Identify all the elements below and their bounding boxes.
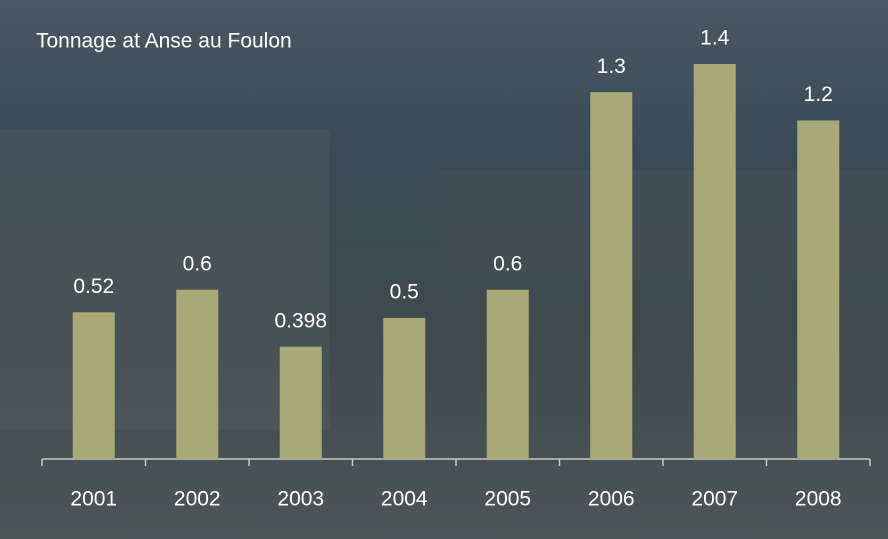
bar xyxy=(590,92,633,459)
data-label: 1.2 xyxy=(804,83,833,106)
data-label: 0.6 xyxy=(183,252,212,275)
x-tick-label: 2007 xyxy=(691,488,738,511)
bar xyxy=(486,289,529,459)
bar xyxy=(176,289,219,459)
data-label: 0.52 xyxy=(73,275,114,298)
data-label: 0.398 xyxy=(274,309,327,332)
data-label: 0.6 xyxy=(493,252,522,275)
background-shape xyxy=(0,130,330,430)
bar xyxy=(279,346,322,459)
data-label: 0.5 xyxy=(390,280,419,303)
chart-title: Tonnage at Anse au Foulon xyxy=(36,30,292,53)
bar xyxy=(383,317,426,459)
data-label: 1.4 xyxy=(700,27,730,50)
x-tick-label: 2006 xyxy=(588,488,635,511)
x-tick-label: 2002 xyxy=(174,488,221,511)
bar xyxy=(72,312,115,459)
data-label: 1.3 xyxy=(597,55,626,78)
x-tick-label: 2005 xyxy=(484,488,531,511)
bar xyxy=(693,64,736,459)
x-tick-label: 2008 xyxy=(795,488,842,511)
x-tick-label: 2004 xyxy=(381,488,428,511)
x-tick-label: 2001 xyxy=(70,488,117,511)
x-tick-label: 2003 xyxy=(277,488,324,511)
bar xyxy=(797,120,840,459)
